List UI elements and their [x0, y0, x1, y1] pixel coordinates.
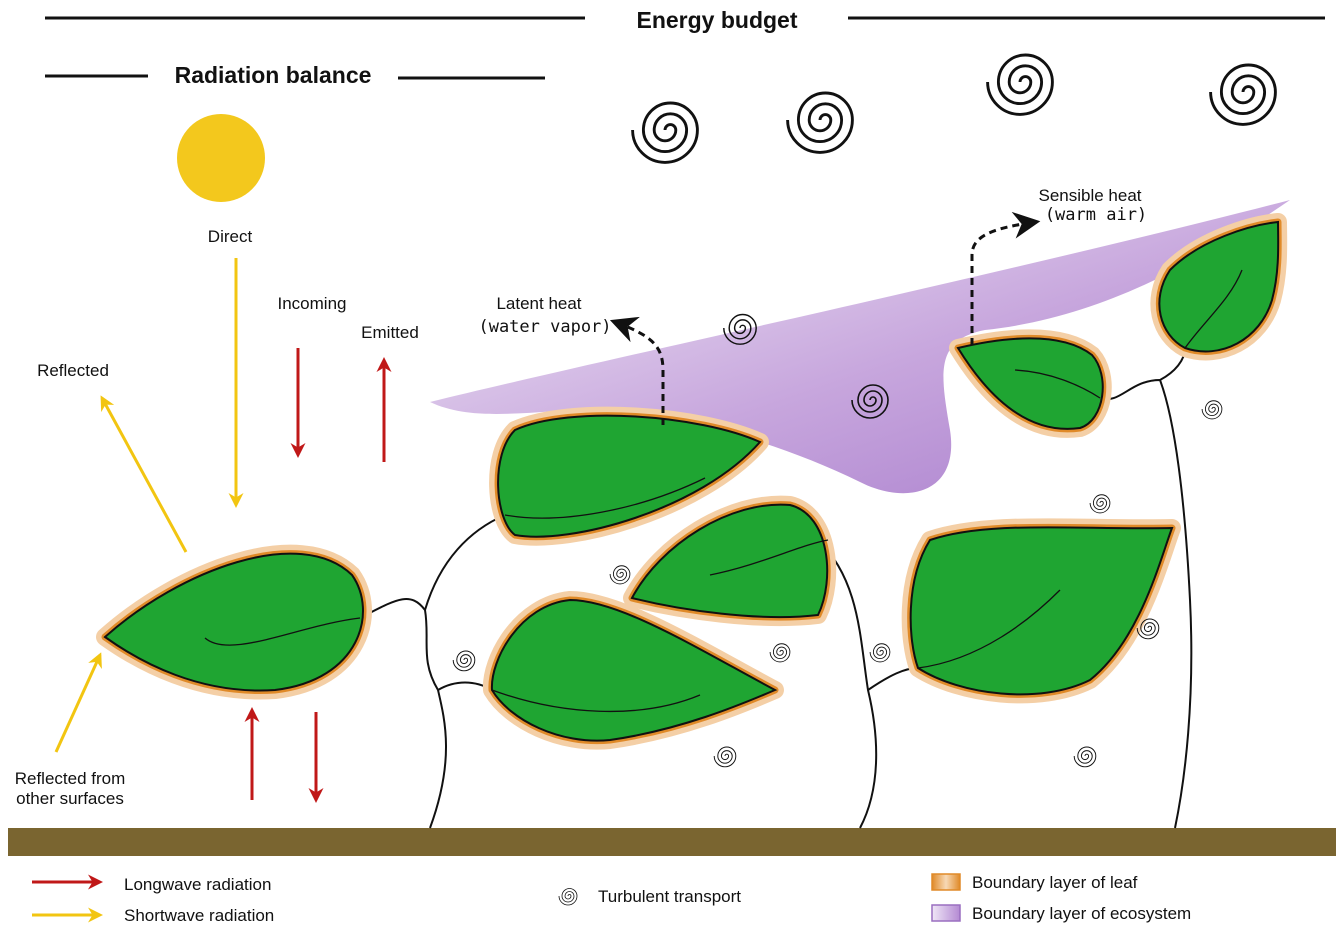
heat-arrows	[609, 211, 1041, 425]
label: Direct	[208, 227, 253, 246]
legend-label: Boundary layer of ecosystem	[972, 904, 1191, 923]
heading: Radiation balance	[175, 62, 372, 88]
label: Reflected	[37, 361, 109, 380]
label: (water vapor)	[478, 317, 611, 337]
heading: Energy budget	[636, 7, 797, 33]
label: Latent heat	[496, 294, 581, 313]
label: Sensible heat	[1038, 186, 1141, 205]
label: Reflected from	[15, 769, 126, 788]
radiation-arrows	[54, 258, 392, 803]
label: other surfaces	[16, 789, 124, 808]
sun	[177, 114, 265, 202]
ecosystem-layer	[430, 200, 1290, 494]
legend-label: Shortwave radiation	[124, 906, 274, 925]
stems	[359, 347, 1193, 829]
legend-label: Boundary layer of leaf	[972, 873, 1138, 892]
label: (warm air)	[1045, 205, 1147, 225]
legend-swatch	[931, 873, 961, 891]
legend-label: Longwave radiation	[124, 875, 271, 894]
legend-swatch	[931, 904, 961, 922]
label: Emitted	[361, 323, 419, 342]
ground	[8, 828, 1336, 856]
legend: Longwave radiation Shortwave radiation T…	[32, 873, 1191, 925]
legend-swatch	[558, 888, 578, 906]
legend-label: Turbulent transport	[598, 887, 741, 906]
leaves	[105, 222, 1278, 741]
label: Incoming	[278, 294, 347, 313]
